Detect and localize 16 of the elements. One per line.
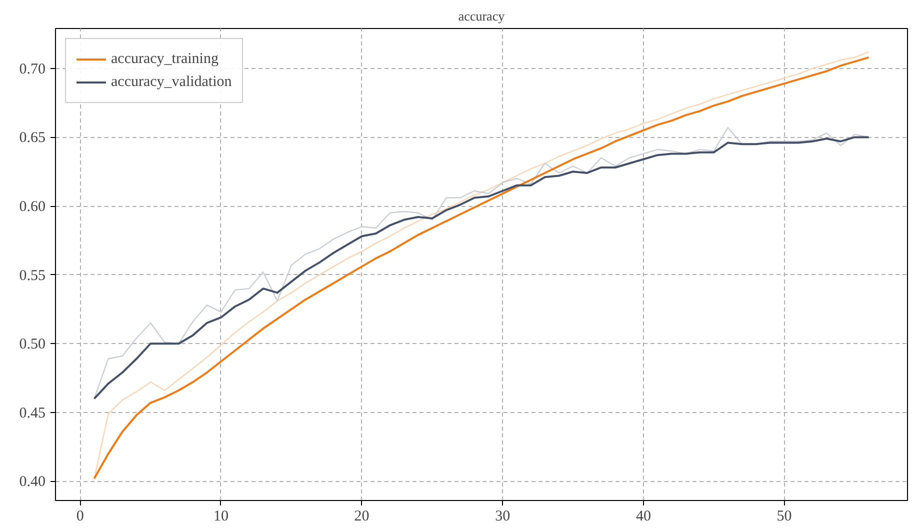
legend-label: accuracy_validation bbox=[111, 74, 232, 90]
x-tick-label: 30 bbox=[495, 508, 510, 524]
y-tick-label: 0.70 bbox=[19, 61, 46, 78]
x-tick-label: 40 bbox=[636, 508, 651, 524]
y-tick-label: 0.55 bbox=[19, 268, 46, 284]
y-tick-label: 0.50 bbox=[19, 336, 46, 353]
x-tick-label: 10 bbox=[213, 508, 228, 524]
chart-title: accuracy bbox=[458, 8, 506, 24]
legend-label: accuracy_training bbox=[111, 50, 218, 68]
x-tick-label: 50 bbox=[776, 508, 792, 524]
y-tick-label: 0.65 bbox=[19, 130, 46, 146]
y-tick-label: 0.40 bbox=[19, 474, 46, 490]
y-tick-label: 0.45 bbox=[19, 405, 46, 422]
x-tick-label: 0 bbox=[76, 508, 84, 524]
x-tick-label: 20 bbox=[354, 508, 370, 524]
y-tick-label: 0.60 bbox=[19, 199, 46, 216]
